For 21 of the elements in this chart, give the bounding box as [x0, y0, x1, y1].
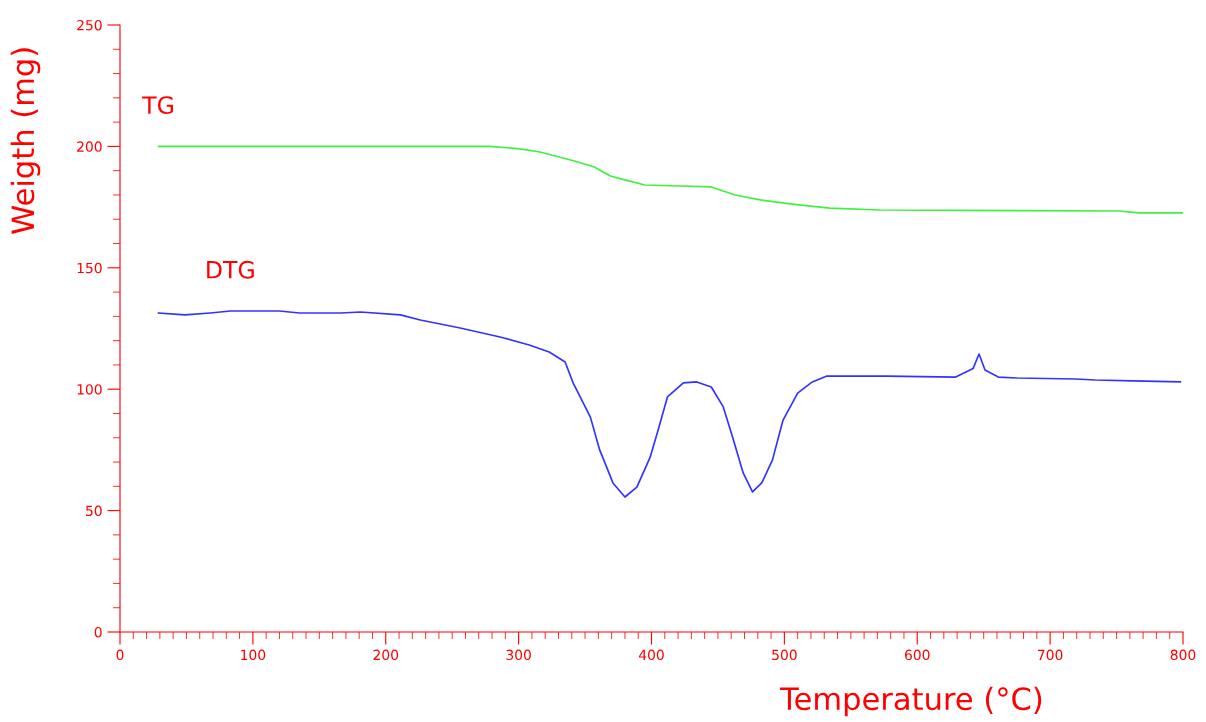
x-tick-label: 0	[116, 649, 124, 661]
x-tick-label: 300	[506, 649, 531, 661]
series-label: TG	[142, 96, 173, 115]
y-tick-label: 50	[86, 505, 102, 517]
x-tick-label: 700	[1038, 649, 1063, 661]
y-tick-label: 200	[77, 141, 102, 152]
x-tick-label: 100	[241, 649, 266, 661]
y-tick-label: 150	[77, 262, 102, 274]
x-tick-label: 200	[373, 649, 399, 661]
line-series	[157, 310, 1182, 498]
series-label: DTG	[207, 260, 254, 279]
y-tick-label: 250	[77, 19, 102, 31]
y-axis-title: Weigth (mg)	[10, 48, 41, 234]
x-axis-title: Temperature (°C)	[779, 686, 1042, 717]
x-tick-label: 400	[638, 649, 664, 661]
x-tick-label: 500	[772, 649, 797, 661]
x-tick-label: 600	[904, 649, 930, 661]
line-series	[157, 145, 1183, 214]
x-tick-label: 800	[1170, 649, 1196, 661]
y-tick-label: 100	[77, 384, 102, 395]
y-tick-label: 0	[94, 626, 102, 638]
